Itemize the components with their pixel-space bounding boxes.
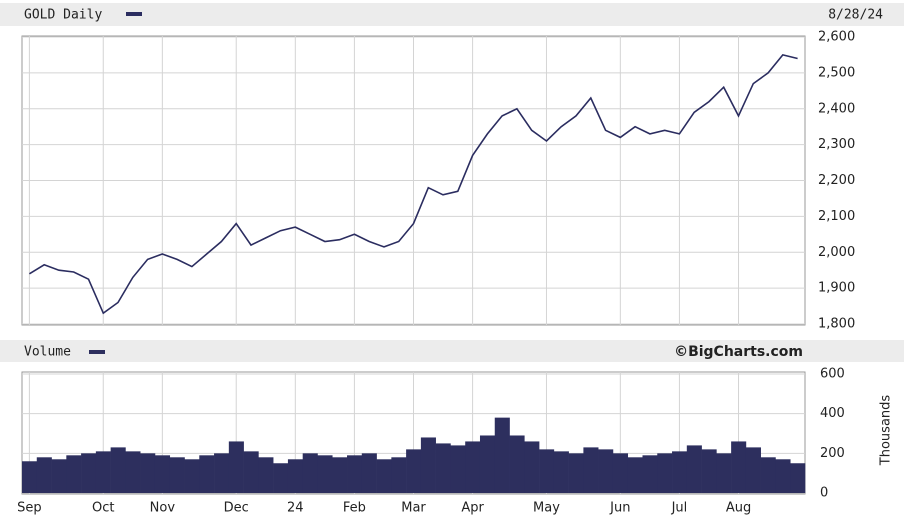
volume-bar	[598, 449, 614, 493]
y-tick-label: 600	[820, 367, 845, 382]
volume-bar	[258, 457, 274, 493]
volume-bar	[494, 417, 510, 493]
y-tick-label: 2,500	[818, 65, 855, 80]
volume-bar	[184, 459, 200, 493]
volume-bar	[672, 451, 688, 493]
x-tick-label: Sep	[17, 501, 42, 516]
volume-bar	[199, 455, 215, 493]
volume-bar	[775, 459, 791, 493]
volume-bar	[243, 451, 259, 493]
volume-bar	[110, 447, 126, 493]
x-tick-label: May	[533, 501, 560, 516]
y-tick-label: 2,100	[818, 209, 855, 224]
volume-bar	[627, 457, 643, 493]
volume-bar	[36, 457, 52, 493]
volume-bar	[169, 457, 185, 493]
x-tick-label: Feb	[343, 501, 366, 516]
volume-bar	[701, 449, 717, 493]
x-tick-label: Apr	[461, 501, 484, 516]
volume-bar	[22, 461, 38, 493]
y-tick-label: 1,800	[818, 317, 855, 332]
volume-bar	[568, 453, 584, 493]
volume-bar	[657, 453, 673, 493]
volume-bar	[125, 451, 141, 493]
volume-bar	[391, 457, 407, 493]
y-tick-label: 2,200	[818, 173, 855, 188]
x-tick-label: Nov	[150, 501, 176, 516]
x-tick-label: Dec	[224, 501, 249, 516]
x-tick-label: Jul	[671, 501, 688, 516]
y-tick-label: 2,600	[818, 30, 855, 45]
source-label: ©BigCharts.com	[674, 344, 803, 360]
legend-swatch	[126, 12, 142, 16]
volume-bar	[214, 453, 230, 493]
volume-bar	[790, 463, 806, 493]
chart-title: GOLD Daily	[24, 8, 102, 23]
y-axis-label: Thousands	[879, 395, 894, 467]
volume-bar	[612, 453, 629, 493]
x-tick-label: Oct	[92, 501, 114, 516]
volume-bar	[553, 451, 569, 493]
y-tick-label: 1,900	[818, 281, 855, 296]
volume-bar	[273, 463, 289, 493]
volume-bar	[228, 441, 244, 493]
volume-bar	[731, 441, 747, 493]
volume-bar	[347, 455, 363, 493]
x-tick-label: 24	[287, 501, 304, 516]
date-label: 8/28/24	[828, 8, 883, 23]
volume-bar	[539, 449, 555, 493]
y-tick-label: 0	[820, 486, 828, 501]
y-tick-label: 400	[820, 406, 845, 421]
volume-bar	[420, 437, 436, 493]
volume-bar	[302, 453, 318, 493]
volume-title: Volume	[24, 345, 71, 360]
volume-bar	[81, 453, 97, 493]
y-tick-label: 200	[820, 446, 845, 461]
volume-bar	[317, 455, 333, 493]
volume-bar	[745, 447, 761, 493]
volume-bar	[435, 443, 451, 493]
volume-bar	[51, 459, 67, 493]
volume-bar	[642, 455, 658, 493]
volume-bar	[406, 449, 422, 493]
y-tick-label: 2,300	[818, 137, 855, 152]
volume-bar	[332, 457, 348, 493]
header-bar	[0, 340, 904, 362]
x-tick-label: Aug	[726, 501, 751, 516]
volume-bar	[376, 459, 392, 493]
volume-bar	[479, 435, 496, 493]
volume-bar	[686, 445, 702, 493]
volume-bar	[716, 453, 732, 493]
volume-bar	[465, 441, 481, 493]
x-tick-label: Jun	[609, 501, 630, 516]
legend-swatch	[89, 350, 105, 354]
volume-bar	[287, 459, 303, 493]
header-bar	[0, 3, 904, 26]
volume-bar	[583, 447, 599, 493]
price-line	[28, 54, 798, 315]
volume-bar	[154, 455, 171, 493]
y-tick-label: 2,000	[818, 245, 855, 260]
volume-bar	[450, 445, 466, 493]
y-tick-label: 2,400	[818, 101, 855, 116]
volume-bar	[524, 441, 540, 493]
volume-bar	[66, 455, 82, 493]
x-tick-label: Mar	[401, 501, 426, 516]
volume-bar	[140, 453, 156, 493]
volume-bar	[509, 435, 525, 493]
volume-bar	[95, 451, 111, 493]
volume-bar	[361, 453, 377, 493]
volume-bar	[760, 457, 776, 493]
